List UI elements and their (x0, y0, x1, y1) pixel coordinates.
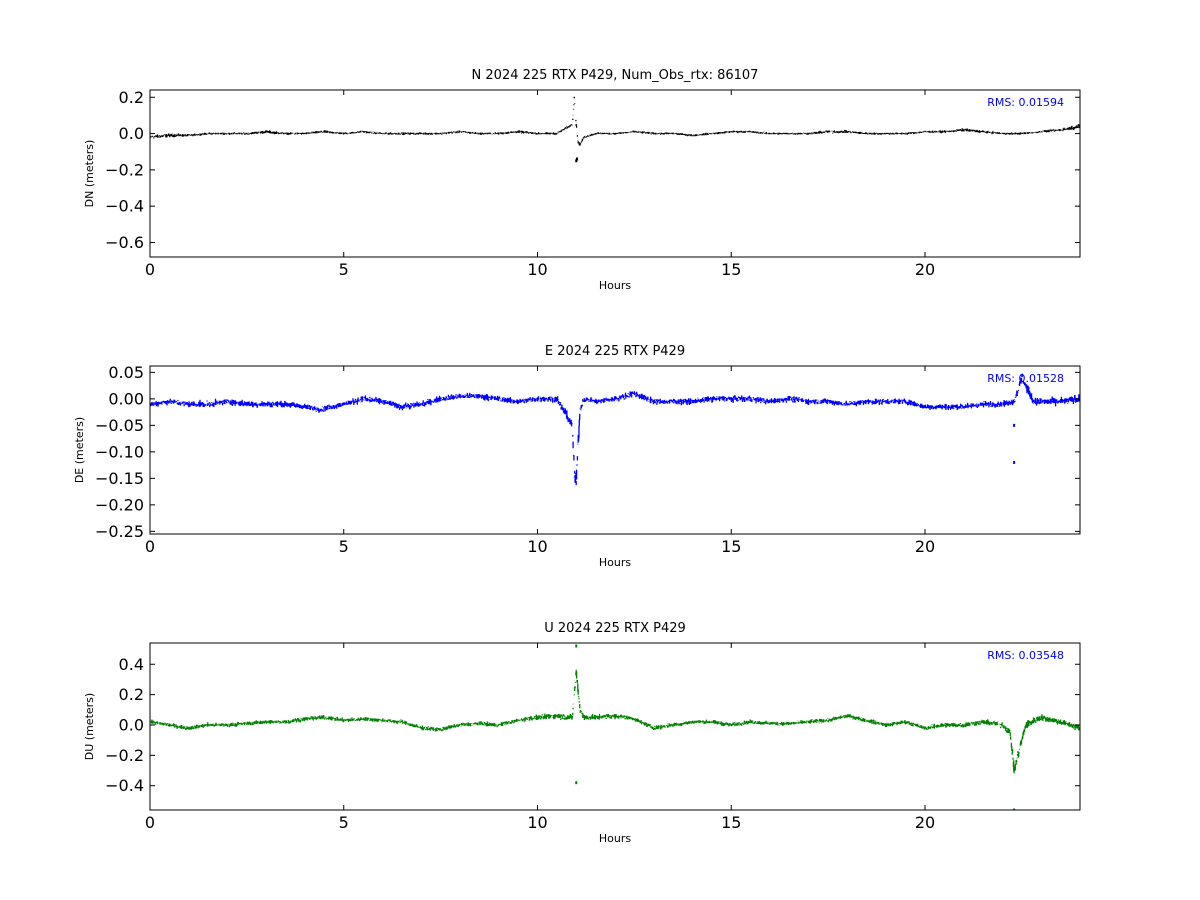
outlier-point (575, 159, 578, 163)
y-tick-label: 0.2 (119, 685, 144, 704)
y-tick-label: 0.05 (108, 363, 144, 382)
outlier-point (1013, 423, 1016, 427)
subplot-up: 0 5 10 15 20 0.4 0.2 0.0 −0.2 −0.4 U 2024 225 RTX … (83, 621, 1081, 845)
chart-title: U 2024 225 RTX P429 (544, 621, 686, 636)
y-tick-label: −0.20 (95, 495, 144, 514)
x-tick-label: 20 (915, 813, 935, 832)
y-tick-label: 0.0 (119, 124, 144, 143)
x-tick-label: 15 (721, 813, 741, 832)
x-tick-label: 20 (915, 537, 935, 556)
y-tick-label: −0.05 (95, 416, 144, 435)
y-tick-label: −0.4 (105, 197, 144, 216)
x-tick-label: 5 (339, 260, 349, 279)
y-tick-label: −0.6 (105, 233, 144, 252)
x-tick-label: 10 (527, 260, 547, 279)
y-axis-label: DE (meters) (73, 417, 86, 483)
x-tick-label: 10 (527, 813, 547, 832)
y-tick-label: −0.4 (105, 776, 144, 795)
y-tick-label: 0.4 (119, 655, 144, 674)
data-series-band (150, 669, 1080, 774)
plot-frame (149, 365, 1081, 535)
x-tick-label: 5 (339, 537, 349, 556)
x-tick-label: 15 (721, 537, 741, 556)
outlier-point (1013, 460, 1016, 464)
data-trace (150, 373, 1080, 486)
x-tick-label: 0 (145, 537, 155, 556)
rms-annotation: RMS: 0.03548 (987, 649, 1064, 662)
x-tick-label: 0 (145, 813, 155, 832)
y-axis-label: DU (meters) (83, 693, 96, 760)
y-tick-label: −0.15 (95, 469, 144, 488)
y-tick-label: 0.00 (108, 389, 144, 408)
data-trace (150, 96, 1080, 163)
data-series-band (150, 373, 1080, 486)
outlier-point (575, 644, 578, 648)
x-axis-label: Hours (599, 556, 631, 569)
plot-frame (149, 642, 1081, 811)
y-tick-label: −0.2 (105, 746, 144, 765)
subplot-north: 0 5 10 15 20 0.2 0.0 −0.2 −0.4 −0.6 N 2024 225 RTX… (83, 68, 1081, 292)
x-tick-label: 0 (145, 260, 155, 279)
outlier-point (1013, 808, 1016, 810)
outlier-point (576, 157, 579, 161)
data-series-band (150, 96, 1080, 146)
y-axis-label: DN (meters) (83, 140, 96, 208)
y-tick-label: −0.2 (105, 160, 144, 179)
plot-frame (149, 89, 1081, 258)
chart-title: E 2024 225 RTX P429 (545, 344, 685, 359)
rms-annotation: RMS: 0.01528 (987, 372, 1064, 385)
y-tick-label: 0.2 (119, 88, 144, 107)
x-tick-label: 5 (339, 813, 349, 832)
outlier-point (575, 781, 578, 785)
chart-title: N 2024 225 RTX P429, Num_Obs_rtx: 86107 (472, 68, 759, 83)
x-tick-label: 10 (527, 537, 547, 556)
subplot-east: 0 5 10 15 20 0.05 0.00 −0.05 −0.10 −0.15 −0.20 −0.2… (73, 344, 1081, 569)
x-tick-label: 15 (721, 260, 741, 279)
x-axis-label: Hours (599, 832, 631, 845)
y-tick-label: 0.0 (119, 715, 144, 734)
y-tick-label: −0.10 (95, 442, 144, 461)
x-axis-label: Hours (599, 279, 631, 292)
y-tick-label: −0.25 (95, 522, 144, 541)
data-trace (150, 644, 1080, 810)
x-tick-label: 20 (915, 260, 935, 279)
rms-annotation: RMS: 0.01594 (987, 96, 1064, 109)
